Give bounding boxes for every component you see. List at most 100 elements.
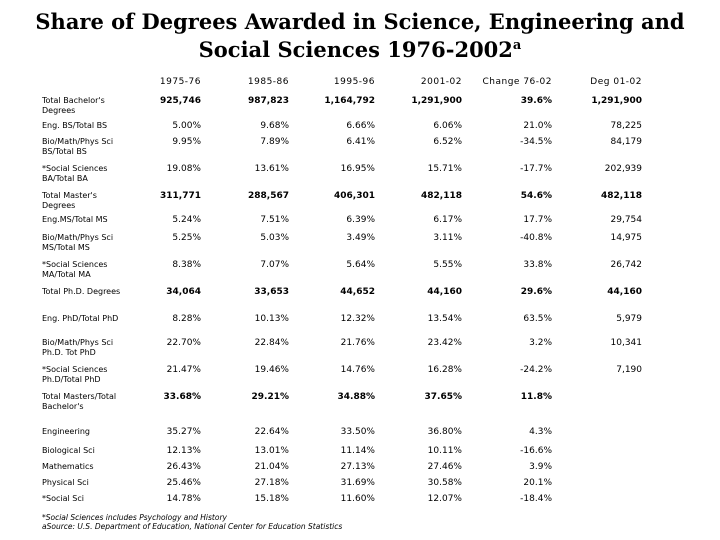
table-cell: 6.41% [346, 137, 375, 147]
table-cell: 12.07% [427, 494, 462, 504]
table-cell: 9.95% [172, 137, 201, 147]
table-cell: -34.5% [520, 137, 552, 147]
table-cell: 33.50% [340, 427, 375, 437]
table-cell: 311,771 [160, 191, 201, 201]
table-cell: 22.64% [254, 427, 289, 437]
table-cell: 8.28% [172, 314, 201, 324]
row-label: *Social Sci [42, 494, 84, 503]
row-label: *Social Sciences Ph.D/Total PhD [42, 365, 108, 384]
table-cell: 7.07% [260, 260, 289, 270]
table-cell: 34.88% [337, 392, 376, 402]
table-cell: 29.6% [520, 287, 552, 297]
table-cell: 13.01% [254, 446, 289, 456]
table-cell: 6.39% [346, 215, 375, 225]
row-label: Bio/Math/Phys Sci Ph.D. Tot PhD [42, 338, 114, 357]
column-header: 1975-76 [159, 77, 201, 87]
table-cell: 21.0% [523, 121, 552, 131]
table-cell: 37.65% [424, 392, 463, 402]
page-title: Share of Degrees Awarded in Science, Eng… [0, 8, 720, 64]
table-cell: 1,291,900 [591, 96, 642, 106]
table-cell: 5.64% [346, 260, 375, 270]
table-cell: 44,160 [427, 287, 462, 297]
table-cell: 39.6% [520, 96, 552, 106]
table-cell: 8.38% [172, 260, 201, 270]
table-cell: -17.7% [520, 164, 552, 174]
table-cell: 3.49% [346, 233, 375, 243]
table-cell: 33.68% [163, 392, 202, 402]
table-cell: 1,164,792 [324, 96, 375, 106]
table-cell: 10.11% [427, 446, 462, 456]
table-cell: 7.89% [260, 137, 289, 147]
table-cell: 925,746 [160, 96, 201, 106]
table-cell: 1,291,900 [411, 96, 462, 106]
table-cell: 16.28% [427, 365, 462, 375]
table-cell: 31.69% [340, 478, 375, 488]
table-cell: 10.13% [254, 314, 289, 324]
table-cell: 33.8% [523, 260, 552, 270]
title-line-1: Share of Degrees Awarded in Science, Eng… [35, 9, 685, 34]
table-cell: 482,118 [421, 191, 462, 201]
table-cell: 288,567 [248, 191, 289, 201]
table-cell: 5.03% [260, 233, 289, 243]
row-label: Bio/Math/Phys Sci BS/Total BS [42, 137, 114, 156]
table-cell: 22.70% [166, 338, 201, 348]
table-cell: 14,975 [610, 233, 643, 243]
table-cell: 5.55% [433, 260, 462, 270]
table-cell: 13.61% [254, 164, 289, 174]
table-cell: 33,653 [254, 287, 289, 297]
title-line-2: Social Sciences 1976-2002a [0, 36, 720, 64]
table-cell: 6.66% [346, 121, 375, 131]
table-cell: 5,979 [616, 314, 642, 324]
column-header: 2001-02 [420, 77, 462, 87]
footnote-social-sciences: *Social Sciences includes Psychology and… [42, 513, 227, 522]
row-label: Physical Sci [42, 478, 89, 487]
table-cell: 987,823 [248, 96, 289, 106]
row-label: Biological Sci [42, 446, 95, 455]
table-cell: 482,118 [601, 191, 642, 201]
column-header: Change 76-02 [482, 77, 552, 87]
table-cell: 5.25% [172, 233, 201, 243]
table-cell: 27.13% [340, 462, 375, 472]
table-cell: -16.6% [520, 446, 552, 456]
row-label: Eng. BS/Total BS [42, 121, 108, 130]
row-label: Eng. PhD/Total PhD [42, 314, 119, 323]
row-label: Eng.MS/Total MS [42, 215, 108, 224]
table-cell: 7.51% [260, 215, 289, 225]
table-cell: 36.80% [427, 427, 462, 437]
row-label: Total Ph.D. Degrees [42, 287, 121, 296]
column-header: Deg 01-02 [590, 77, 642, 87]
table-cell: 26,742 [610, 260, 643, 270]
table-cell: 29.21% [251, 392, 290, 402]
table-cell: 11.8% [520, 392, 552, 402]
column-header: 1995-96 [333, 77, 375, 87]
table-cell: 10,341 [610, 338, 643, 348]
table-cell: 406,301 [334, 191, 375, 201]
table-cell: 7,190 [616, 365, 642, 375]
row-label: Engineering [42, 427, 90, 436]
table-cell: 44,160 [607, 287, 642, 297]
table-cell: 22.84% [254, 338, 289, 348]
row-label: *Social Sciences BA/Total BA [42, 164, 108, 183]
table-cell: 19.46% [254, 365, 289, 375]
table-cell: -18.4% [520, 494, 552, 504]
table-cell: 3.9% [529, 462, 552, 472]
title-line-2-text: Social Sciences 1976-2002 [198, 37, 513, 62]
table-cell: 14.76% [340, 365, 375, 375]
table-cell: 12.13% [166, 446, 201, 456]
table-cell: 30.58% [427, 478, 462, 488]
table-cell: 54.6% [520, 191, 552, 201]
footnote-source: aSource: U.S. Department of Education, N… [42, 522, 343, 531]
table-cell: 27.46% [427, 462, 462, 472]
table-cell: 63.5% [523, 314, 552, 324]
table-cell: 21.76% [340, 338, 375, 348]
table-cell: -40.8% [520, 233, 552, 243]
table-cell: 21.47% [166, 365, 201, 375]
table-cell: 20.1% [523, 478, 552, 488]
table-cell: 23.42% [427, 338, 462, 348]
table-cell: 11.14% [340, 446, 375, 456]
table-cell: 12.32% [340, 314, 375, 324]
row-label: *Social Sciences MA/Total MA [42, 260, 108, 279]
table-cell: 9.68% [260, 121, 289, 131]
table-cell: 15.71% [427, 164, 462, 174]
table-cell: 34,064 [166, 287, 201, 297]
